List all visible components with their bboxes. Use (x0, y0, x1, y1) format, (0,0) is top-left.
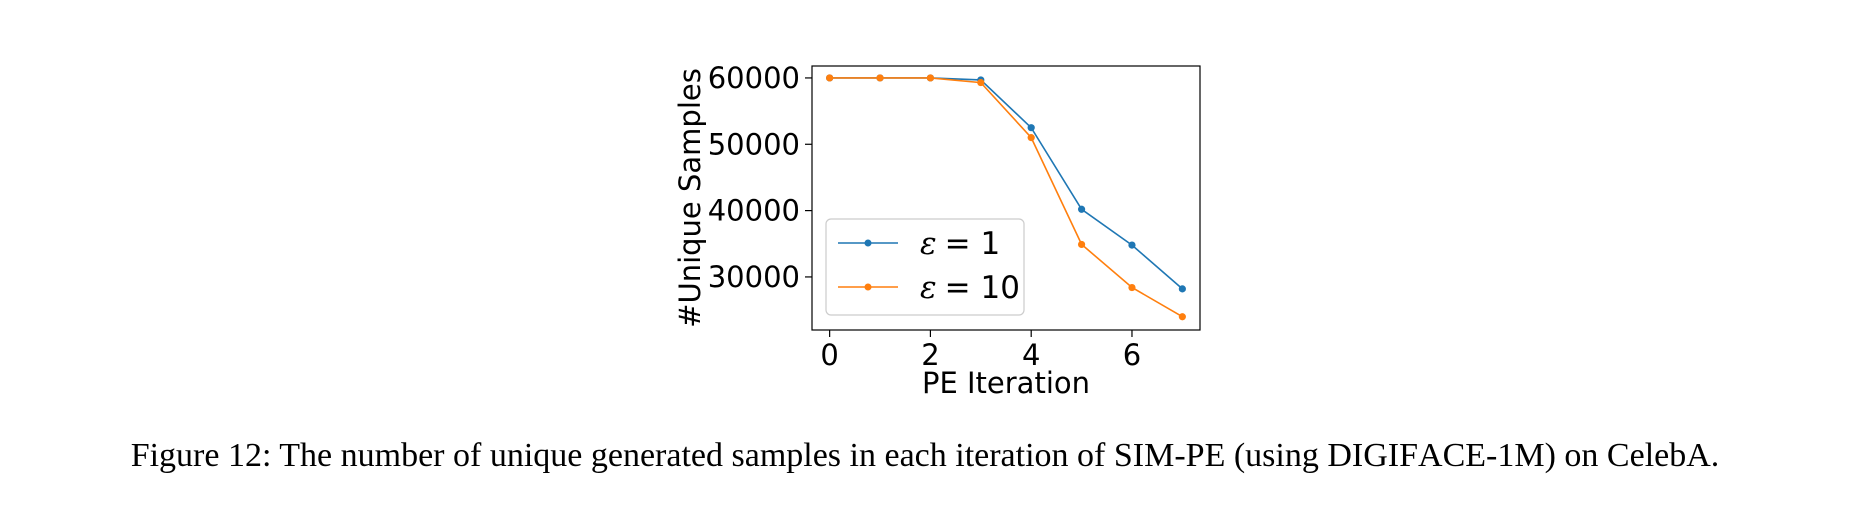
caption-suffix: ) on CelebA. (1544, 437, 1720, 474)
legend-marker-eps-10 (864, 283, 872, 291)
x-tick-label: 6 (1123, 338, 1141, 372)
y-axis-label: #Unique Samples (673, 68, 707, 328)
dataset-name-suffix: -1M (1486, 437, 1545, 474)
data-point-series-2 (826, 74, 834, 82)
x-tick-label: 0 (820, 338, 838, 372)
data-point-series-1 (1027, 124, 1035, 132)
y-tick-label: 30000 (708, 260, 800, 294)
data-point-series-2 (1077, 240, 1086, 249)
data-point-series-2 (1027, 134, 1035, 142)
dataset-name-rest: ACE (1418, 437, 1487, 474)
data-point-series-2 (1178, 313, 1186, 321)
y-tick-label: 60000 (708, 61, 800, 95)
method-name-suffix: -PE (using (1174, 437, 1328, 474)
y-tick-label: 40000 (708, 194, 800, 228)
data-point-series-2 (977, 78, 985, 87)
legend-eps-symbol: ε (920, 226, 937, 262)
data-point-series-1 (1128, 241, 1136, 249)
dataset-name-capital: F (1399, 437, 1419, 474)
data-point-series-1 (1077, 205, 1086, 213)
y-axis: 30000 40000 50000 60000 (708, 61, 812, 294)
legend-eps-symbol: ε (920, 270, 937, 306)
legend-label-eps-10: ε = 10 (920, 270, 1020, 306)
dataset-name-initial: D (1327, 437, 1352, 474)
legend-label-eps-1: ε = 1 (920, 226, 1000, 262)
data-point-series-2 (926, 74, 935, 82)
x-axis-label: PE Iteration (922, 366, 1090, 400)
dataset-name-part: IGI (1351, 437, 1400, 474)
line-chart: 0 2 4 6 30000 40000 50000 60000 PE Iteration #… (673, 61, 1201, 400)
legend-eps-value: = 1 (945, 226, 1001, 262)
figure-caption: Figure 12: The number of unique generate… (0, 437, 1850, 475)
series-layer (826, 74, 1186, 321)
method-name-rest: IM (1132, 437, 1175, 474)
data-point-series-2 (876, 74, 884, 82)
legend-eps-value: = 10 (945, 270, 1020, 306)
method-name-initial: S (1113, 437, 1133, 474)
data-point-series-2 (1128, 283, 1136, 292)
x-axis: 0 2 4 6 (820, 330, 1141, 372)
legend-entry-eps-10: ε = 10 (838, 270, 1020, 306)
y-tick-label: 50000 (708, 127, 800, 161)
data-point-series-1 (1178, 285, 1186, 293)
series-line-2 (829, 77, 1183, 318)
plot-frame (811, 65, 1201, 331)
x-tick-label: 2 (921, 338, 939, 372)
legend-entry-eps-1: ε = 1 (838, 226, 1000, 262)
legend-marker-eps-1 (864, 239, 872, 247)
caption-prefix: Figure 12: The number of unique generate… (130, 437, 1114, 474)
x-tick-label: 4 (1022, 338, 1040, 372)
legend: ε = 1 ε = 10 (825, 218, 1025, 316)
